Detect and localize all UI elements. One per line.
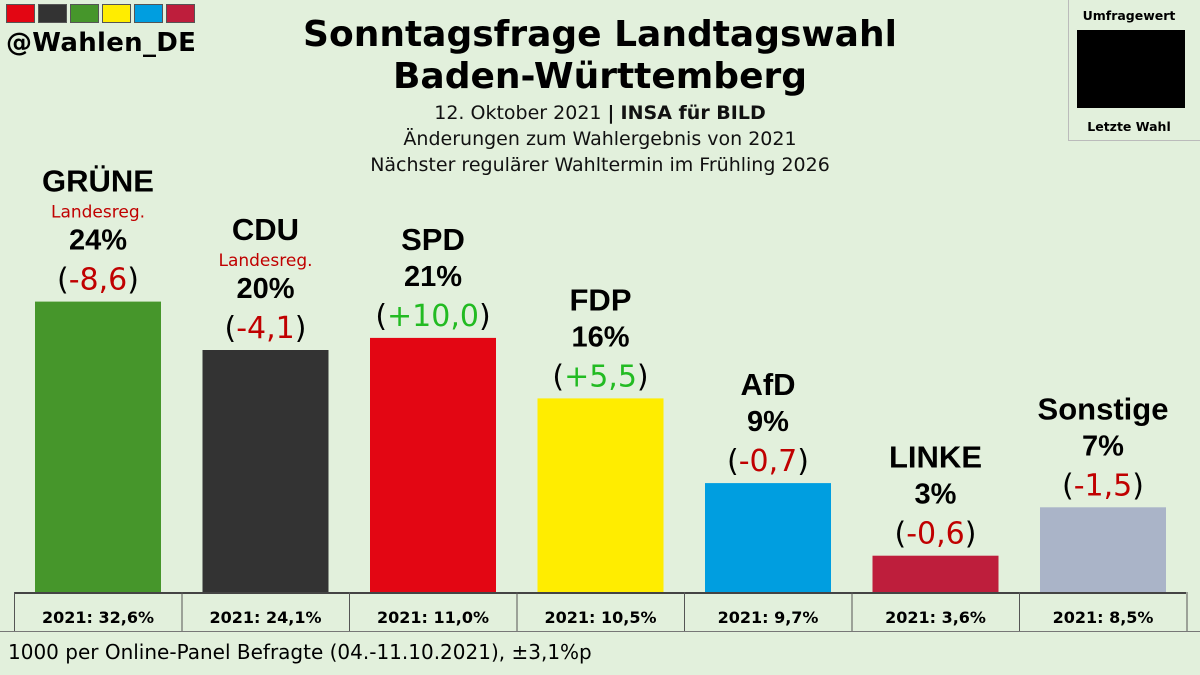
value-label: 7%	[1082, 430, 1124, 462]
value-label: 16%	[571, 321, 629, 353]
previous-result-label: 2021: 32,6%	[42, 608, 154, 627]
change-label: (+10,0)	[375, 299, 490, 334]
bar-sonstige	[1040, 507, 1166, 592]
legend-swatch	[1077, 30, 1185, 108]
next-election-note: Nächster regulärer Wahltermin im Frühlin…	[370, 154, 830, 176]
brand-color-swatch	[102, 4, 131, 23]
brand-color-swatch	[166, 4, 195, 23]
bar-afd	[705, 483, 831, 592]
poll-separator: |	[607, 102, 615, 124]
previous-result-label: 2021: 11,0%	[377, 608, 489, 627]
category-label: GRÜNE	[42, 164, 154, 199]
legend-bottom-label: Letzte Wahl	[1087, 119, 1171, 134]
previous-result-label: 2021: 10,5%	[544, 608, 656, 627]
category-label: Sonstige	[1038, 391, 1169, 426]
value-label: 21%	[404, 261, 462, 293]
bar-spd	[370, 337, 496, 592]
previous-result-label: 2021: 9,7%	[718, 608, 819, 627]
category-label: LINKE	[889, 440, 982, 475]
bar-fdp	[537, 398, 664, 592]
previous-result-label: 2021: 3,6%	[885, 608, 986, 627]
legend-frame-left	[1068, 0, 1069, 140]
bar-grüne	[35, 301, 161, 592]
change-label: (+5,5)	[552, 359, 648, 394]
value-label: 3%	[915, 479, 957, 511]
previous-result-label: 2021: 8,5%	[1053, 608, 1154, 627]
previous-result-label: 2021: 24,1%	[209, 608, 321, 627]
value-label: 24%	[69, 225, 127, 257]
category-label: SPD	[401, 222, 465, 257]
chart-title: Sonntagsfrage Landtagswahl Baden-Württem…	[0, 14, 1200, 98]
bar-cdu	[202, 350, 329, 592]
changes-note: Änderungen zum Wahlergebnis von 2021	[403, 128, 797, 150]
change-label: (-8,6)	[57, 263, 139, 298]
brand-color-swatch	[70, 4, 99, 23]
legend-frame-bottom	[1068, 140, 1200, 141]
poll-info: 12. Oktober 2021 | INSA für BILD	[0, 100, 1200, 126]
footer-note: 1000 per Online-Panel Befragte (04.-11.1…	[8, 640, 592, 664]
value-label: 9%	[747, 406, 789, 438]
sublabel: Landesreg.	[218, 251, 312, 271]
brand-color-strip	[6, 4, 195, 23]
category-label: CDU	[232, 212, 299, 247]
title-line-2: Baden-Württemberg	[392, 56, 808, 97]
sublabel: Landesreg.	[51, 203, 145, 223]
poll-date: 12. Oktober 2021	[434, 102, 602, 124]
change-label: (-1,5)	[1062, 468, 1144, 503]
change-label: (-0,6)	[895, 517, 977, 552]
change-label: (-4,1)	[225, 311, 307, 346]
bar-linke	[872, 555, 999, 592]
pollster: INSA für BILD	[620, 102, 766, 124]
legend-top-label: Umfragewert	[1082, 8, 1176, 23]
title-line-1: Sonntagsfrage Landtagswahl	[303, 14, 897, 55]
category-label: AfD	[740, 367, 795, 402]
category-label: FDP	[570, 282, 632, 317]
footer-divider	[0, 631, 1200, 632]
brand-color-swatch	[38, 4, 67, 23]
account-handle: @Wahlen_DE	[6, 28, 197, 58]
value-label: 20%	[236, 273, 294, 305]
change-label: (-0,7)	[727, 444, 809, 479]
brand-color-swatch	[6, 4, 35, 23]
brand-color-swatch	[134, 4, 163, 23]
